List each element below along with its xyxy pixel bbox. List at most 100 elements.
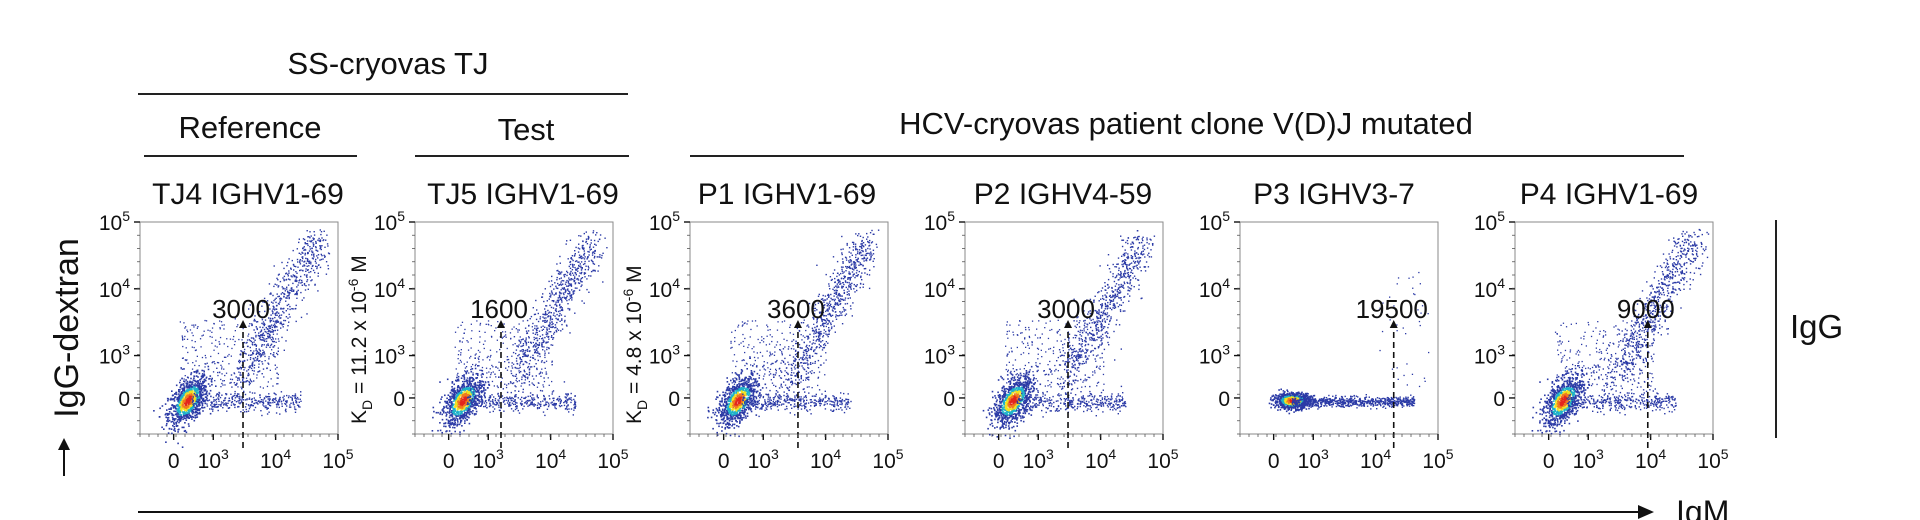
event-dot [536, 368, 538, 371]
event-dot [189, 408, 191, 411]
event-dot [265, 326, 267, 329]
event-dot [255, 334, 257, 337]
event-dot [248, 384, 250, 386]
event-dot [541, 334, 544, 336]
event-dot [178, 393, 180, 395]
event-dot [503, 410, 505, 412]
event-dot [516, 345, 518, 347]
event-dot [217, 397, 219, 399]
event-dot [471, 397, 474, 400]
event-dot [304, 242, 306, 245]
event-dot [300, 400, 302, 402]
event-dot [182, 408, 185, 410]
event-dot [176, 425, 179, 427]
event-dot [472, 405, 475, 407]
event-dot [211, 383, 213, 386]
event-dot [196, 391, 199, 394]
event-dot [595, 234, 597, 236]
event-dot [273, 345, 276, 347]
event-dot [456, 374, 458, 376]
event-dot [262, 349, 264, 351]
event-dot [268, 333, 271, 336]
event-dot [571, 269, 574, 271]
event-dot [584, 260, 586, 263]
event-dot [287, 284, 290, 286]
event-dot [489, 359, 491, 361]
event-dot [489, 397, 491, 399]
event-dot [589, 246, 591, 248]
event-dot [241, 339, 243, 341]
event-dot [185, 398, 188, 400]
event-dot [258, 370, 260, 373]
event-dot [237, 405, 240, 408]
event-dot [227, 345, 229, 348]
event-dot [739, 410, 741, 412]
event-dot [538, 343, 540, 346]
event-dot [303, 246, 305, 248]
event-dot [542, 313, 544, 315]
event-dot [188, 388, 191, 390]
event-dot [472, 387, 474, 390]
event-dot [467, 409, 470, 411]
event-dot [185, 401, 187, 403]
event-dot [543, 398, 545, 400]
event-dot [283, 267, 285, 270]
event-dot [587, 238, 589, 240]
event-dot [245, 408, 247, 411]
event-dot [220, 401, 223, 403]
event-dot [564, 283, 567, 285]
event-dot [712, 409, 715, 411]
event-dot [317, 250, 319, 252]
event-dot [454, 430, 456, 433]
event-dot [520, 358, 523, 361]
event-dot [186, 413, 188, 415]
event-dot [518, 329, 520, 331]
event-dot [269, 330, 271, 332]
event-dot [310, 240, 312, 242]
event-dot [578, 265, 580, 268]
event-dot [179, 394, 182, 397]
event-dot [195, 400, 197, 402]
event-dot [266, 300, 269, 302]
event-dot [171, 432, 173, 435]
event-dot [270, 314, 272, 316]
event-dot [240, 399, 243, 401]
event-dot [181, 395, 183, 398]
event-dot [559, 262, 561, 264]
event-dot [470, 337, 472, 340]
event-dot [177, 413, 179, 415]
event-dot [574, 400, 576, 402]
event-dot [468, 394, 470, 397]
event-dot [508, 405, 510, 407]
event-dot [463, 390, 466, 393]
event-dot [516, 381, 518, 383]
event-dot [189, 386, 192, 389]
event-dot [466, 403, 468, 406]
event-dot [258, 363, 260, 365]
event-dot [164, 403, 167, 405]
event-dot [459, 407, 462, 409]
event-dot [546, 341, 548, 344]
event-dot [541, 368, 543, 370]
event-dot [274, 314, 277, 316]
event-dot [190, 372, 193, 374]
event-dot [477, 349, 480, 352]
event-dot [287, 325, 289, 327]
event-dot [449, 396, 452, 398]
event-dot [565, 393, 567, 395]
event-dot [518, 370, 520, 372]
event-dot [283, 395, 285, 397]
event-dot [533, 397, 535, 399]
event-dot [515, 328, 517, 330]
event-dot [178, 406, 180, 409]
event-dot [201, 384, 203, 386]
event-dot [542, 411, 545, 413]
event-dot [252, 363, 254, 365]
event-dot [465, 403, 467, 406]
event-dot [530, 401, 532, 404]
event-dot [476, 373, 479, 375]
event-dot [562, 280, 565, 282]
event-dot [179, 403, 181, 406]
event-dot [175, 425, 178, 427]
event-dot [721, 426, 723, 428]
